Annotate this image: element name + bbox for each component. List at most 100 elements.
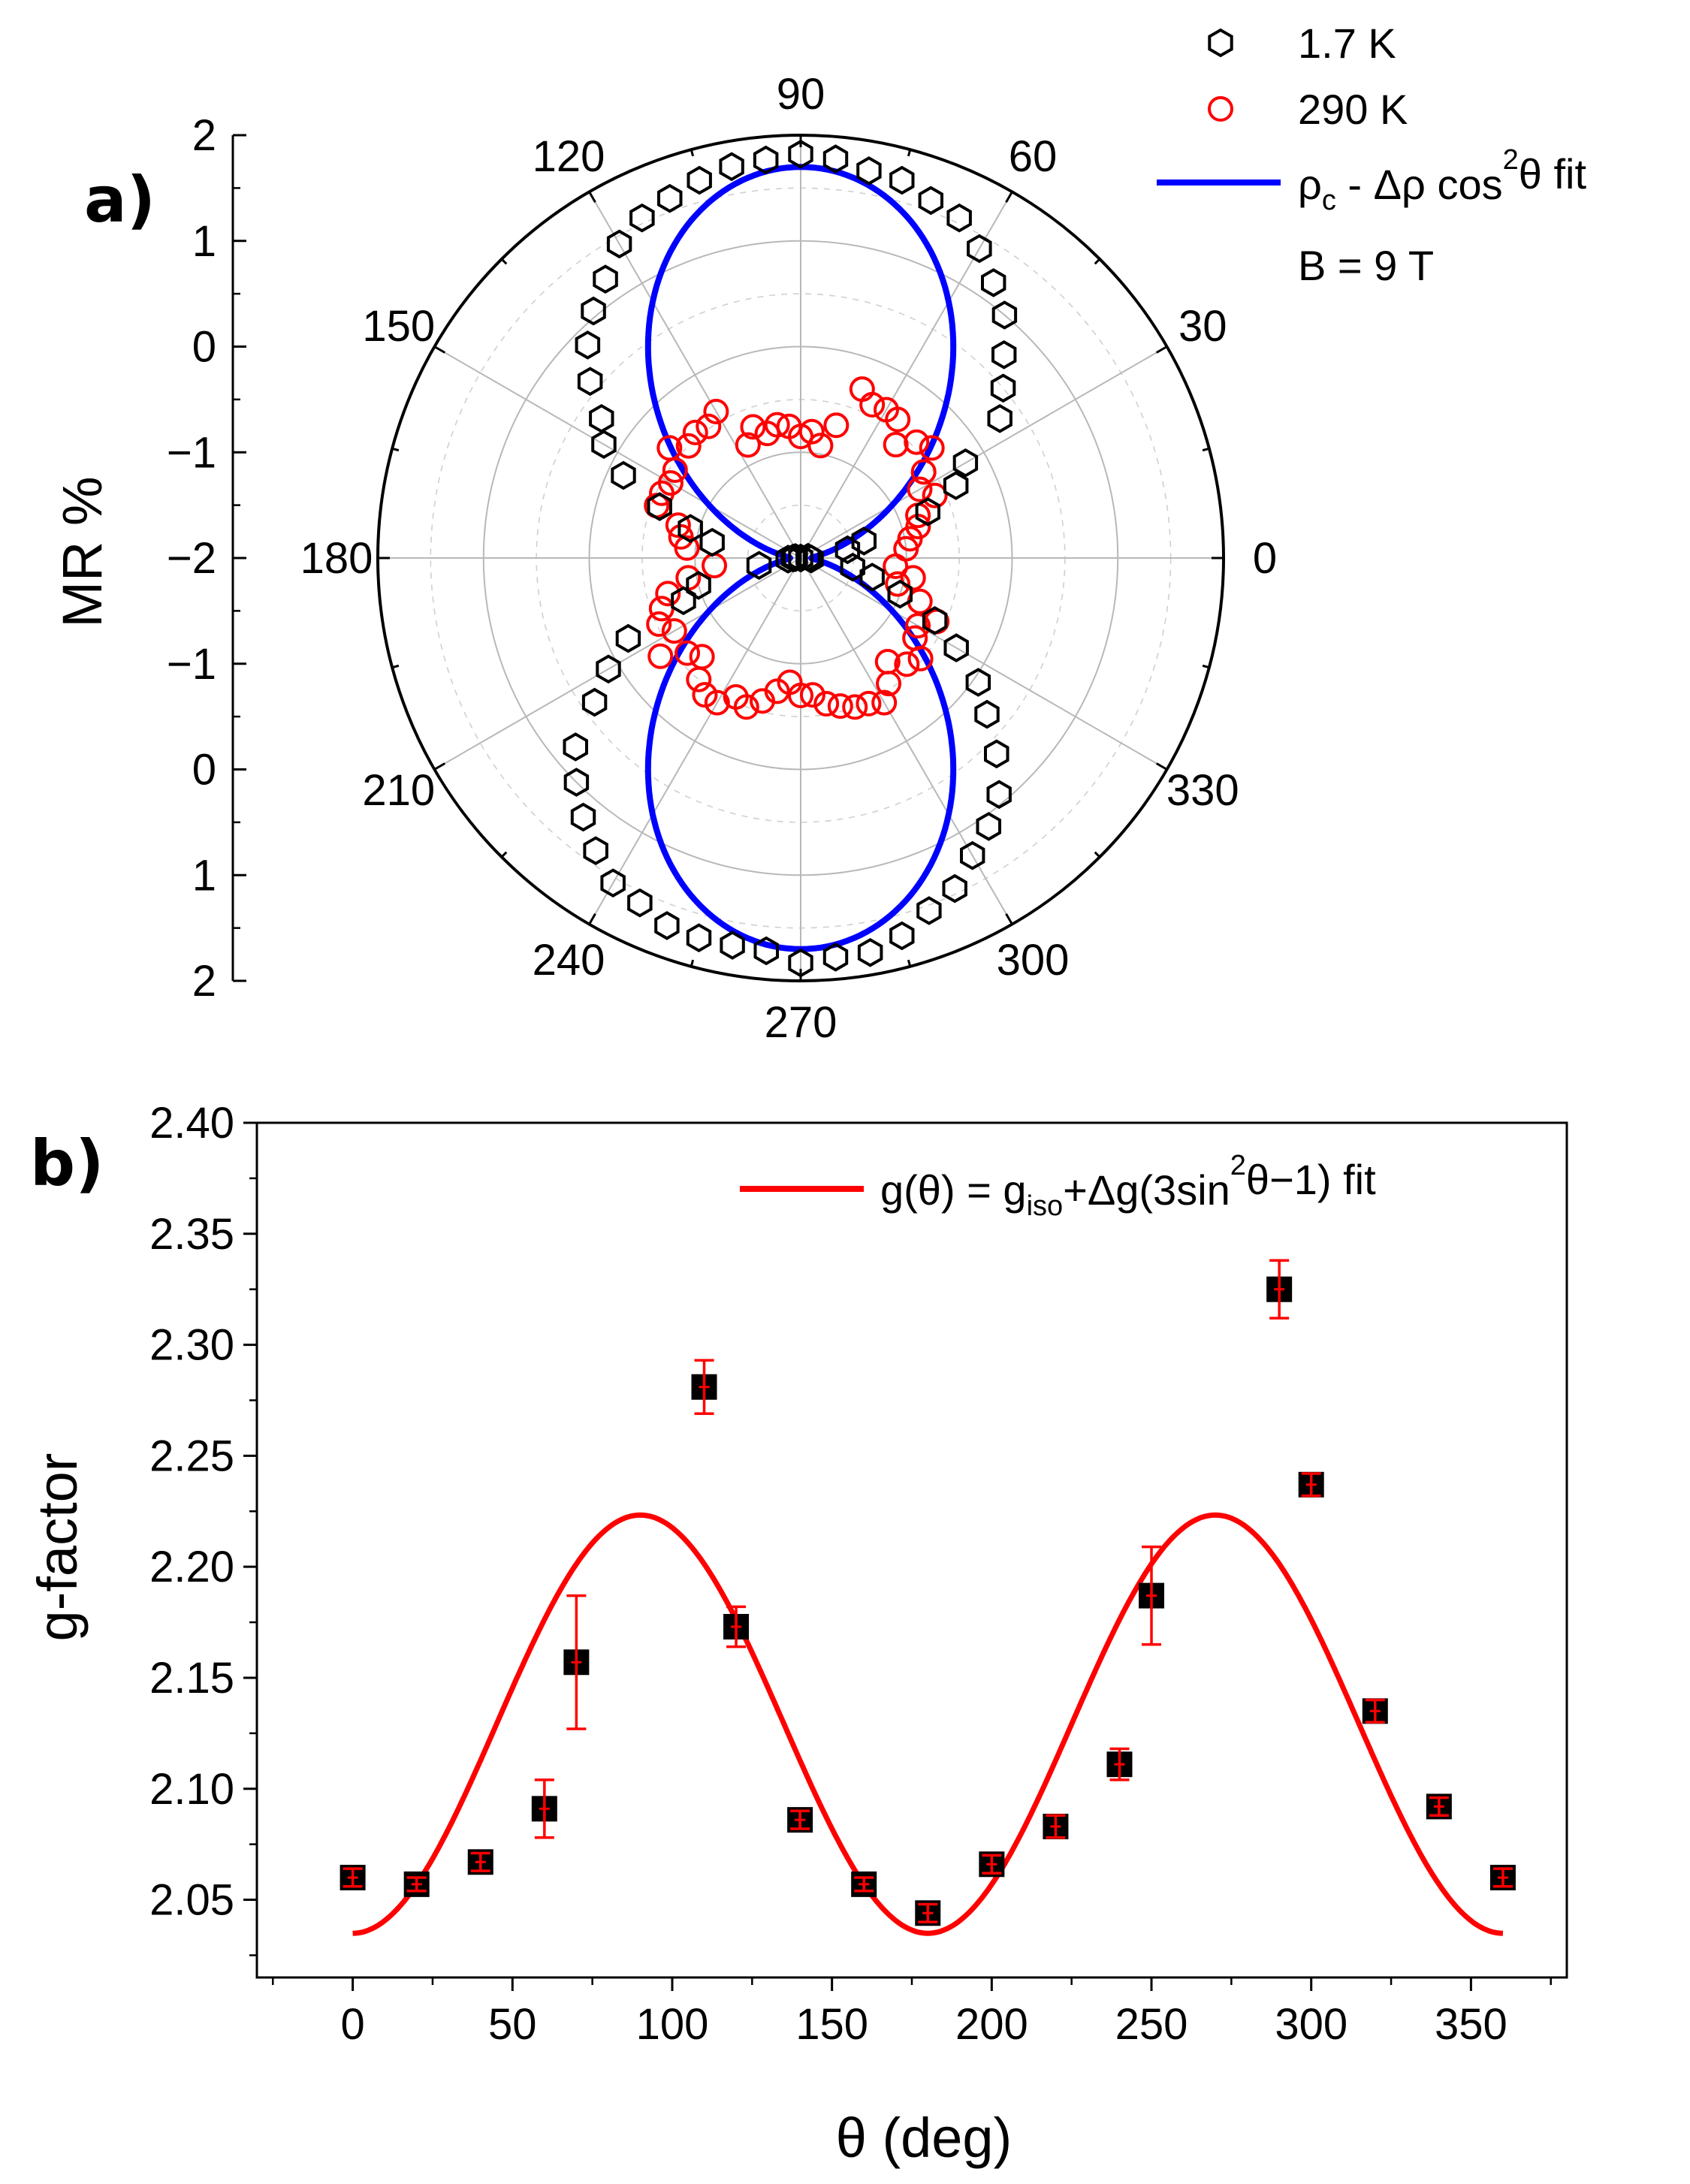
data-point-290K [823,412,850,439]
angle-tick-mark [588,191,596,204]
y-tick-label: 2.25 [149,1431,234,1480]
data-point-290K [696,413,722,439]
angle-tick-mark [500,851,508,858]
data-point-1-7K [654,911,680,940]
data-point-1-7K [563,732,588,762]
data-point-1-7K [851,526,877,556]
data-point-1-7K [834,535,861,565]
data-point-1-7K [857,937,883,967]
data-point-290K [655,581,681,607]
data-point-290K [842,694,868,720]
data-point [467,1849,493,1875]
data-point-1-7K [577,367,603,397]
data-point [1298,1471,1324,1498]
x-tick-label: 300 [1275,2000,1347,2049]
legend-label-fit-part: ρ [1298,161,1322,208]
angle-tick-mark [690,959,695,967]
radial-tick-label: 2 [192,957,216,1006]
angle-tick-label: 0 [1253,534,1277,583]
data-point-290K [689,644,715,670]
data-point-1-7K [596,654,621,684]
data-point-290K [894,651,920,677]
x-tick-label: 250 [1115,2000,1188,2049]
data-point [1362,1698,1388,1724]
data-point-290K [674,535,700,561]
legend-label-fit: g(θ) = giso+Δg(3sin2θ−1) fit [880,1150,1376,1222]
legend-panel-b: g(θ) = giso+Δg(3sin2θ−1) fit [740,1150,1376,1222]
data-point [1426,1793,1452,1820]
data-point [340,1864,366,1890]
angle-tick-mark [1155,762,1168,771]
angle-tick-label: 240 [533,936,605,985]
data-point-1-7K [788,543,813,573]
grid-spoke [800,557,1168,771]
legend-label-fit-part: θ fit [1519,150,1587,198]
angle-tick-label: 120 [533,132,605,181]
radial-tick-label: 1 [192,851,216,900]
angle-tick-mark [433,762,446,771]
data-point-1-7K [581,296,606,326]
data-point-290K [885,571,911,597]
radial-tick-label: 0 [192,746,216,795]
data-point [1139,1545,1165,1646]
legend-label-fit-part: 2 [1503,144,1519,176]
data-point-1-7K [629,203,655,233]
data-point [563,1594,590,1730]
data-point [1489,1864,1516,1890]
data-point-290K [799,682,825,708]
data-point-1-7K [822,144,849,173]
data-point-1-7K [965,668,991,697]
data-point-290K [919,435,945,461]
data-point [531,1778,557,1839]
data-point-1-7K [915,497,940,526]
radial-tick-label: −1 [167,640,216,689]
data-point-1-7K [753,936,779,966]
angle-tick-label: 330 [1166,766,1239,815]
data-point-290K [662,457,688,483]
y-axis-title: g-factor [26,1453,89,1642]
data-point-1-7K [991,300,1018,330]
data-point-290K [735,432,761,458]
x-tick-label: 150 [795,2000,868,2049]
data-point-290K [648,596,674,622]
data-point-290K [922,482,948,508]
data-point-290K [754,421,780,447]
data-point-290K [740,414,766,440]
data-point-290K [871,689,898,716]
data-point-1-7K [859,563,885,592]
panel-label-b: b) [30,1127,104,1200]
data-point-1-7K [942,873,967,903]
data-point-1-7K [671,586,696,616]
data-point-290K [704,689,730,716]
radial-tick-label: 2 [192,111,216,160]
angle-tick-mark [1155,345,1168,354]
data-point-1-7K [991,339,1017,370]
data-point-1-7K [856,156,882,186]
angle-tick-mark [1005,191,1013,204]
x-tick-label: 100 [636,2000,709,2049]
angle-tick-mark [1202,664,1210,669]
angle-tick-mark [907,959,912,967]
scatter-chart-panel-b: b) g-factor θ (deg) 0 50 100 150 200 250 300 35… [26,1099,1568,2169]
data-point-1-7K [563,768,590,797]
data-point-290K [883,554,909,580]
data-point-290K [686,666,712,692]
angle-tick-label: 30 [1178,302,1227,351]
fit-line [352,1512,1504,1936]
y-tick-label: 2.40 [149,1099,234,1148]
data-point-290K [665,512,691,538]
data-point-1-7K [798,544,824,574]
data-point-1-7K [918,186,943,216]
data-point-290K [883,432,909,458]
angle-tick-labels: 0 30 60 90 120 150 180 210 240 270 300 330 [300,70,1278,1047]
data-point-290K [905,613,931,639]
data-point-290K [856,690,882,716]
legend-label-fit-part: 2 [1230,1150,1246,1181]
data-point-1-7K [984,739,1009,769]
data-point-1-7K [606,229,632,259]
data-point-1-7K [986,780,1012,810]
data-point-1-7K [987,403,1012,433]
data-point-290K [900,565,926,591]
y-tick-label: 2.30 [149,1321,234,1370]
